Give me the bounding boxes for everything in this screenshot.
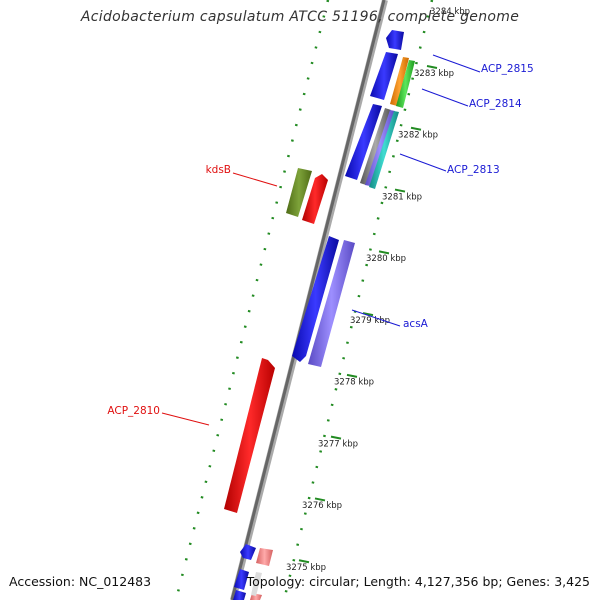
gene-feature[interactable] [360, 108, 391, 185]
gene-label-acsa[interactable]: acsA [403, 318, 429, 330]
tick-label: 3275 kbp [286, 563, 326, 573]
tick-label: 3278 kbp [334, 378, 374, 388]
tick-mark [346, 373, 358, 378]
tick-label: 3279 kbp [350, 316, 390, 326]
tick-mark [426, 65, 438, 69]
gene-feature[interactable] [369, 111, 399, 189]
gene-feature[interactable] [370, 52, 398, 100]
gene-feature[interactable] [386, 30, 404, 50]
tick-label: 3282 kbp [398, 131, 438, 141]
gene-feature[interactable] [224, 358, 275, 513]
gene-label-acp-2814[interactable]: ACP_2814 [469, 98, 522, 110]
gene-features [224, 30, 415, 600]
gene-feature[interactable] [292, 236, 339, 362]
gene-feature[interactable] [345, 104, 382, 180]
tick-mark [410, 126, 422, 131]
gene-feature[interactable] [233, 590, 246, 600]
gene-feature[interactable] [308, 240, 355, 367]
gene-label-kdsb[interactable]: kdsB [206, 164, 231, 176]
gene-feature[interactable] [251, 572, 262, 596]
gene-feature[interactable] [365, 110, 395, 186]
gene-feature[interactable] [256, 548, 273, 566]
tick-label: 3276 kbp [302, 501, 342, 511]
tick-label: 3280 kbp [366, 254, 406, 264]
map-title: Acidobacterium capsulatum ATCC 51196, co… [80, 9, 520, 25]
gene-feature[interactable] [396, 60, 415, 108]
label-connectors [161, 54, 481, 426]
tick-mark [330, 435, 342, 440]
tick-mark [362, 312, 374, 317]
tick-label: 3281 kbp [382, 192, 422, 202]
tick-mark [378, 250, 390, 255]
gene-label-acp-2810[interactable]: ACP_2810 [107, 405, 160, 417]
genome-summary-text: Topology: circular; Length: 4,127,356 bp… [246, 574, 590, 589]
gene-feature[interactable] [302, 174, 328, 224]
tick-mark [394, 188, 406, 193]
gene-feature[interactable] [390, 57, 409, 106]
tick-group: 3284 kbp 3283 kbp 3282 kbp 3281 kbp 3280 kbp… [286, 7, 470, 573]
accession-text: Accession: NC_012483 [9, 574, 152, 589]
gene-feature[interactable] [240, 544, 256, 560]
tick-mark [314, 497, 326, 502]
gene-feature[interactable] [234, 569, 249, 590]
gene-label-acp-2813[interactable]: ACP_2813 [447, 164, 500, 176]
tick-label: 3284 kbp [430, 7, 470, 17]
tick-label: 3277 kbp [318, 439, 358, 449]
tick-mark [298, 559, 310, 564]
genome-backbone [230, 0, 386, 601]
gene-label-acp-2815[interactable]: ACP_2815 [481, 63, 534, 75]
tick-label: 3283 kbp [414, 69, 454, 79]
gene-labels: ACP_2815 ACP_2814 ACP_2813 kdsB acsA ACP… [107, 63, 533, 417]
gene-feature[interactable] [286, 168, 312, 217]
